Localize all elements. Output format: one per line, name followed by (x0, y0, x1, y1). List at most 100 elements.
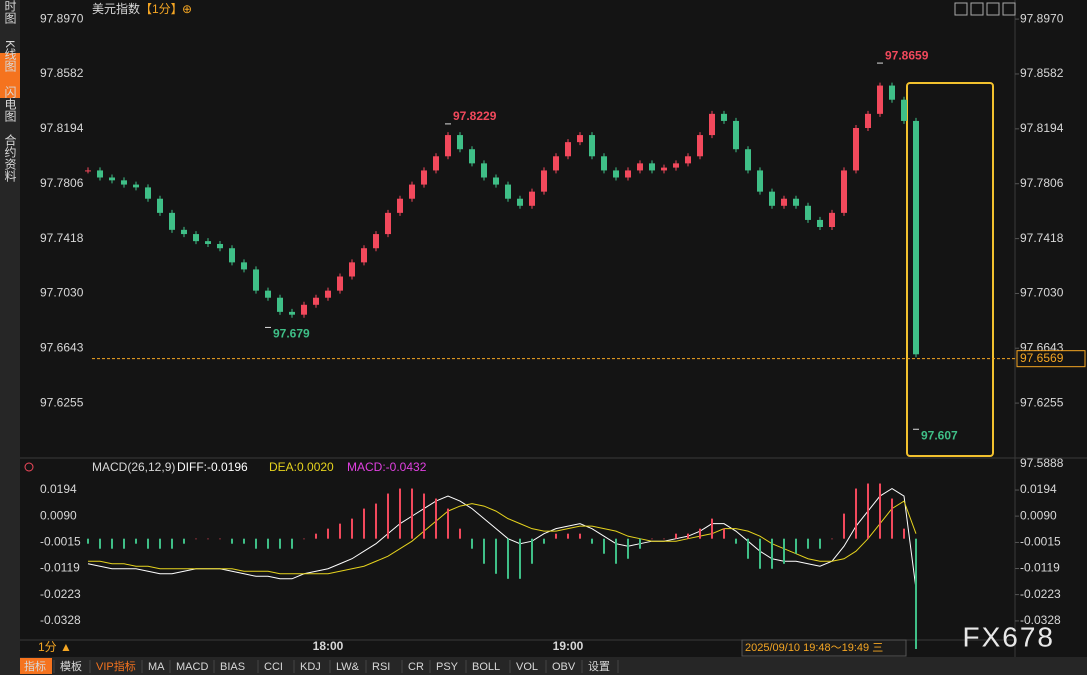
macd-bar (435, 498, 437, 539)
candle-body (217, 243, 223, 249)
period-button[interactable]: 1分 ▲ (38, 640, 72, 654)
macd-bar (483, 538, 485, 564)
candle-body (553, 156, 559, 171)
macd-bar (507, 538, 509, 579)
toolbar-item[interactable]: CCI (264, 661, 283, 673)
macd-line (88, 500, 917, 575)
candle-body (493, 177, 499, 185)
macd-bar (159, 538, 161, 549)
candle-body (301, 304, 307, 315)
candle-body (505, 184, 511, 199)
symbol: 美元指数 (92, 1, 140, 16)
toolbar-item[interactable]: KDJ (300, 661, 321, 673)
candle-body (85, 170, 91, 172)
sidebar-tab[interactable]: 合约资料 (3, 133, 17, 182)
candle-body (445, 135, 451, 157)
macd-bar (339, 523, 341, 539)
macd-bar (195, 538, 197, 540)
sidebar-tab[interactable]: 分时图 (3, 0, 17, 24)
candle-body (469, 149, 475, 164)
candle-body (109, 177, 115, 181)
annotation-label: 97.679 (273, 327, 310, 341)
macd-bar (675, 533, 677, 539)
y-tick-label: -0.0223 (1020, 587, 1061, 601)
toolbar-item[interactable]: RSI (372, 661, 390, 673)
macd-bar (807, 538, 809, 549)
time-range-box (741, 639, 907, 657)
y-tick-label: 97.6255 (1020, 395, 1064, 409)
candle-body (181, 229, 187, 235)
toolbar-item[interactable]: PSY (436, 661, 459, 673)
y-tick-label-left: 97.7418 (40, 231, 84, 245)
y-tick-label: 97.7806 (1020, 176, 1064, 190)
icon[interactable] (954, 2, 968, 16)
last-price-label: 97.6569 (1020, 351, 1064, 365)
candle-body (517, 198, 523, 206)
period-icon[interactable]: ⊕ (182, 2, 192, 16)
toolbar-item[interactable]: BOLL (472, 661, 500, 673)
toolbar-item[interactable]: 设置 (588, 660, 610, 673)
toolbar-item[interactable]: 模板 (60, 659, 82, 673)
toolbar-item[interactable]: CR (408, 661, 424, 673)
macd-bar (279, 538, 281, 549)
candle-body (265, 290, 271, 298)
macd-bar (471, 538, 473, 549)
y-tick-label-left: -0.0119 (40, 561, 80, 575)
macd-bar (255, 538, 257, 549)
legend-entry: DEA:0.0020 (269, 460, 334, 474)
candle-body (685, 156, 691, 164)
macd-bar (231, 538, 233, 544)
annotation-label: 97.8229 (453, 109, 497, 123)
candle-body (541, 170, 547, 192)
macd-bar (711, 518, 713, 539)
toolbar-item[interactable]: VIP指标 (96, 659, 136, 673)
candle-body (121, 180, 127, 185)
macd-bar (543, 538, 545, 544)
macd-bar (891, 498, 893, 539)
toolbar-item[interactable]: 指标 (24, 659, 46, 673)
candle-body (337, 276, 343, 291)
candle-body (205, 241, 211, 244)
y-tick-label: 97.8970 (1020, 11, 1064, 25)
candle-body (589, 135, 595, 157)
sidebar-tab[interactable]: K线图 (3, 40, 17, 72)
x-tick-label: 18:00 (313, 639, 344, 653)
candle-body (157, 198, 163, 213)
macd-bar (639, 538, 641, 549)
macd-bar (207, 538, 209, 540)
candle-body (169, 212, 175, 230)
annotation-label: 97.8659 (885, 48, 929, 62)
icon[interactable] (970, 2, 984, 16)
toolbar-item[interactable]: MA (148, 661, 165, 673)
sidebar (0, 0, 20, 657)
sidebar-tab[interactable]: 闪电图 (3, 86, 17, 122)
candle-body (697, 135, 703, 157)
macd-bar (903, 528, 905, 539)
y-tick-label: 97.7030 (1020, 286, 1064, 300)
candle-body (793, 198, 799, 206)
candle-body (433, 156, 439, 171)
macd-bar (603, 538, 605, 554)
y-tick-label: 0.0194 (1020, 482, 1057, 496)
macd-bar (627, 538, 629, 559)
candle-body (145, 187, 151, 199)
macd-bar (795, 538, 797, 554)
macd-icon[interactable] (24, 462, 34, 472)
toolbar-item[interactable]: BIAS (220, 661, 245, 673)
candle-body (481, 163, 487, 178)
candle-body (769, 191, 775, 206)
macd-bar (219, 538, 221, 540)
toolbar-item[interactable]: OBV (552, 661, 576, 673)
candle-body (409, 184, 415, 199)
icon[interactable] (986, 2, 1000, 16)
toolbar-item[interactable]: MACD (176, 661, 208, 673)
legend-entry: MACD:-0.0432 (347, 460, 427, 474)
macd-bar (363, 508, 365, 539)
toolbar-item[interactable]: VOL (516, 661, 538, 673)
toolbar-active (20, 658, 52, 674)
icon[interactable] (1002, 2, 1016, 16)
candle-body (421, 170, 427, 185)
toolbar-item[interactable]: LW& (336, 661, 360, 673)
sidebar-active (0, 53, 20, 98)
macd-bar (591, 538, 593, 544)
